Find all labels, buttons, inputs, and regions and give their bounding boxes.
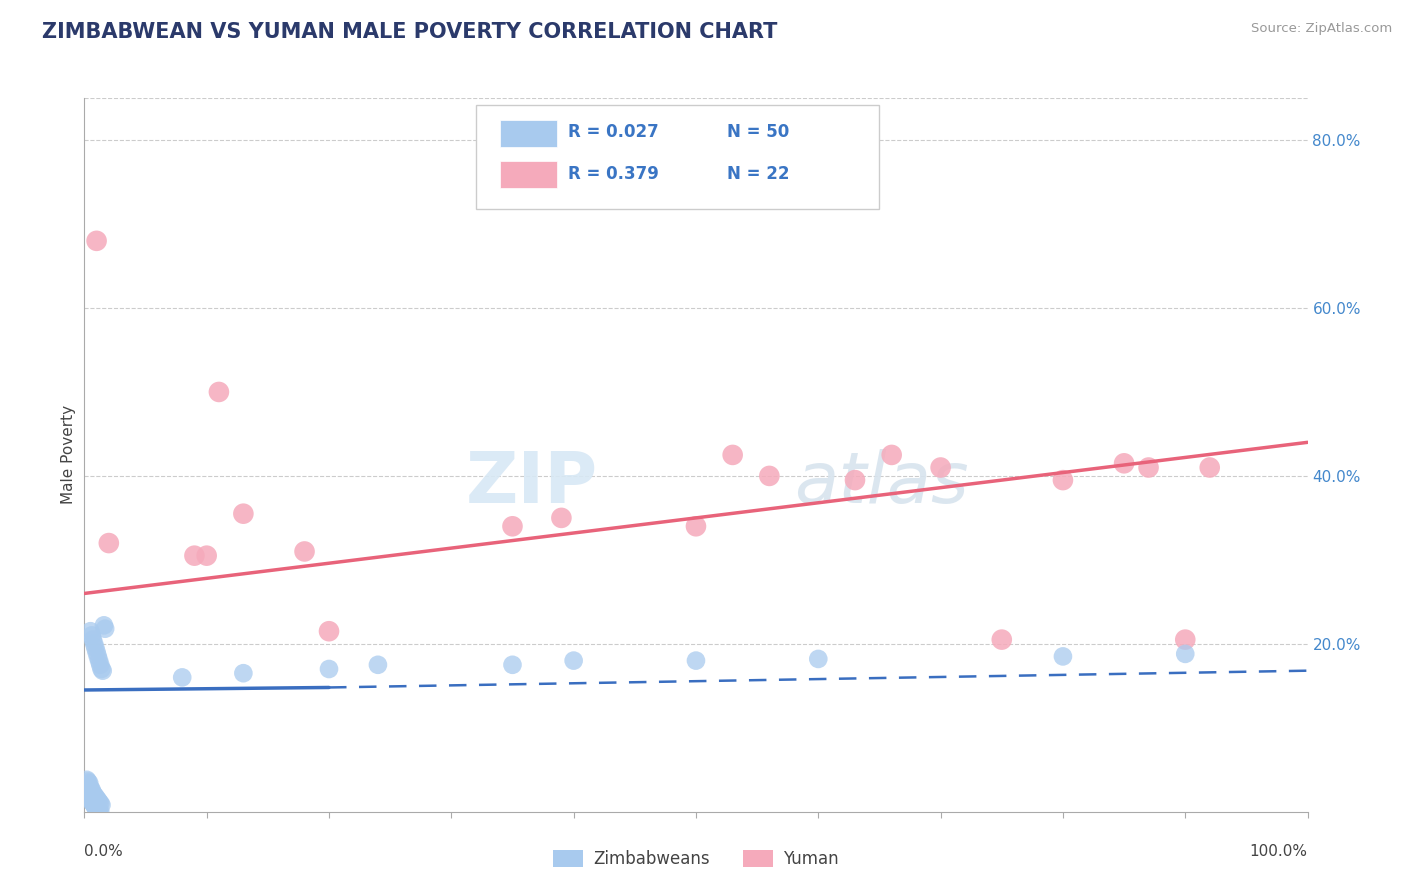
- Point: [77, 774, 100, 789]
- Point: [77, 776, 100, 790]
- Point: [86, 791, 108, 805]
- Point: [502, 519, 524, 533]
- Point: [86, 802, 108, 816]
- Point: [86, 645, 108, 659]
- Point: [685, 519, 707, 533]
- Point: [172, 670, 194, 684]
- Point: [90, 797, 112, 812]
- Point: [83, 788, 105, 802]
- Point: [82, 632, 104, 647]
- Y-axis label: Male Poverty: Male Poverty: [60, 405, 76, 505]
- Point: [502, 657, 524, 672]
- FancyBboxPatch shape: [501, 120, 557, 146]
- Point: [83, 797, 105, 812]
- Legend: Zimbabweans, Yuman: Zimbabweans, Yuman: [547, 843, 845, 875]
- Point: [94, 622, 117, 636]
- Point: [76, 783, 98, 797]
- Point: [929, 460, 952, 475]
- Point: [87, 795, 110, 809]
- Point: [232, 507, 254, 521]
- Point: [195, 549, 218, 563]
- Point: [93, 618, 115, 632]
- Point: [84, 800, 107, 814]
- Text: 100.0%: 100.0%: [1250, 844, 1308, 859]
- Point: [991, 632, 1014, 647]
- Point: [318, 662, 340, 676]
- Point: [89, 805, 111, 819]
- Text: R = 0.027: R = 0.027: [568, 123, 658, 141]
- Text: N = 22: N = 22: [727, 165, 789, 183]
- Point: [807, 652, 830, 666]
- Point: [77, 778, 100, 792]
- Point: [367, 657, 389, 672]
- Point: [87, 649, 110, 664]
- Point: [89, 797, 111, 811]
- Point: [79, 624, 101, 639]
- Point: [1174, 632, 1197, 647]
- Point: [721, 448, 744, 462]
- Text: ZIMBABWEAN VS YUMAN MALE POVERTY CORRELATION CHART: ZIMBABWEAN VS YUMAN MALE POVERTY CORRELA…: [42, 22, 778, 42]
- Point: [80, 628, 103, 642]
- Point: [87, 793, 110, 807]
- Point: [77, 786, 100, 800]
- FancyBboxPatch shape: [501, 161, 557, 188]
- Point: [79, 781, 101, 796]
- Point: [1052, 473, 1074, 487]
- Point: [87, 804, 110, 818]
- Point: [80, 795, 103, 809]
- Point: [84, 789, 107, 804]
- Point: [91, 664, 114, 678]
- Point: [1198, 460, 1220, 475]
- Point: [208, 384, 231, 399]
- Point: [183, 549, 205, 563]
- Point: [1052, 649, 1074, 664]
- Point: [685, 654, 707, 668]
- FancyBboxPatch shape: [475, 105, 880, 209]
- Point: [89, 657, 111, 672]
- Text: atlas: atlas: [794, 449, 969, 518]
- Point: [97, 536, 120, 550]
- Point: [83, 637, 105, 651]
- Point: [1137, 460, 1160, 475]
- Point: [562, 654, 585, 668]
- Point: [79, 792, 101, 806]
- Text: ZIP: ZIP: [465, 449, 598, 518]
- Point: [880, 448, 903, 462]
- Point: [77, 789, 100, 804]
- Point: [318, 624, 340, 639]
- Point: [82, 797, 104, 811]
- Point: [86, 234, 108, 248]
- Point: [1174, 647, 1197, 661]
- Point: [76, 772, 98, 787]
- Point: [87, 654, 110, 668]
- Point: [90, 662, 112, 676]
- Point: [77, 780, 100, 794]
- Point: [87, 803, 110, 817]
- Text: Source: ZipAtlas.com: Source: ZipAtlas.com: [1251, 22, 1392, 36]
- Point: [1114, 456, 1136, 470]
- Text: N = 50: N = 50: [727, 123, 789, 141]
- Point: [844, 473, 866, 487]
- Text: 0.0%: 0.0%: [84, 844, 124, 859]
- Point: [550, 511, 572, 525]
- Text: R = 0.379: R = 0.379: [568, 165, 658, 183]
- Point: [294, 544, 316, 558]
- Point: [758, 469, 780, 483]
- Point: [84, 640, 107, 655]
- Point: [232, 666, 254, 681]
- Point: [82, 786, 104, 800]
- Point: [80, 783, 103, 797]
